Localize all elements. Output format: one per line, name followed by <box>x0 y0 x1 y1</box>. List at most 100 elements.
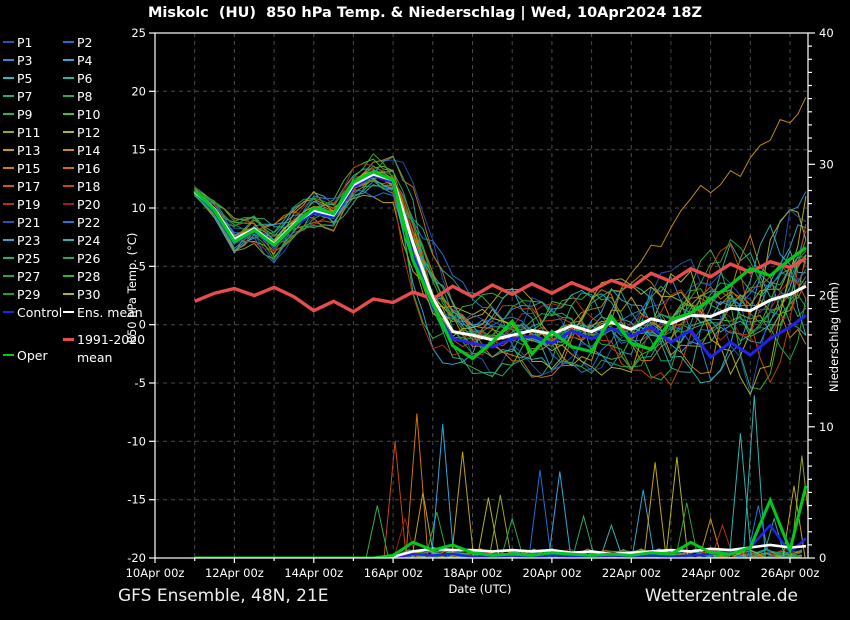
legend-label-p25: P25 <box>17 250 41 266</box>
legend-label-p3: P3 <box>17 52 33 68</box>
legend-item-p3: P3 <box>3 52 33 68</box>
legend-swatch-p3 <box>3 59 14 61</box>
legend-label-p21: P21 <box>17 214 41 230</box>
legend-swatch-p14 <box>63 149 74 151</box>
legend-label-p4: P4 <box>77 52 93 68</box>
svg-text:20: 20 <box>819 289 834 303</box>
svg-text:-10: -10 <box>127 434 146 448</box>
footer-brand: Wetterzentrale.de <box>644 586 798 606</box>
legend-swatch-p11 <box>3 131 14 133</box>
svg-text:26Apr 00z: 26Apr 00z <box>761 566 820 580</box>
legend-item-p30: P30 <box>63 286 100 302</box>
legend-label-p24: P24 <box>77 232 101 248</box>
legend-swatch-p16 <box>63 167 74 169</box>
legend-item-p21: P21 <box>3 214 40 230</box>
legend-swatch-p30 <box>63 293 74 295</box>
legend-item-oper: Oper <box>3 347 48 363</box>
legend-item-p8: P8 <box>63 88 93 104</box>
legend-item-p24: P24 <box>63 232 100 248</box>
legend-swatch-p8 <box>63 95 74 97</box>
legend-label-p17: P17 <box>17 178 41 194</box>
svg-text:15: 15 <box>131 143 146 157</box>
svg-text:20Apr 00z: 20Apr 00z <box>522 566 581 580</box>
legend-swatch-p18 <box>63 185 74 187</box>
legend-item-p9: P9 <box>3 106 33 122</box>
svg-text:10: 10 <box>131 201 146 215</box>
legend-item-control: Control <box>3 304 62 320</box>
legend-label-control: Control <box>17 304 63 320</box>
legend-swatch-p12 <box>63 131 74 133</box>
legend-label-p15: P15 <box>17 160 41 176</box>
legend-label-p18: P18 <box>77 178 101 194</box>
svg-text:5: 5 <box>139 259 146 273</box>
legend-swatch-p2 <box>63 41 74 43</box>
footer-model-info: GFS Ensemble, 48N, 21E <box>118 586 329 606</box>
svg-text:10Apr 00z: 10Apr 00z <box>126 566 185 580</box>
legend-swatch-p22 <box>63 221 74 223</box>
legend-swatch-p7 <box>3 95 14 97</box>
legend-item-p20: P20 <box>63 196 100 212</box>
legend-swatch-ens-mean <box>63 311 74 313</box>
legend-label-p6: P6 <box>77 70 93 86</box>
legend-swatch-control <box>3 311 14 313</box>
x-axis-label: Date (UTC) <box>448 582 512 596</box>
legend-label-p9: P9 <box>17 106 33 122</box>
legend-label-p19: P19 <box>17 196 41 212</box>
legend-item-p19: P19 <box>3 196 40 212</box>
legend-item-p7: P7 <box>3 88 33 104</box>
legend-label-p20: P20 <box>77 196 101 212</box>
legend-swatch-p1 <box>3 41 14 43</box>
legend-swatch-p28 <box>63 275 74 277</box>
legend-label-climate-mean: 1991-2020 <box>77 331 146 347</box>
legend-label-climate-mean-line2: mean <box>77 349 113 365</box>
svg-text:-15: -15 <box>127 493 146 507</box>
legend-swatch-p15 <box>3 167 14 169</box>
legend-item-p6: P6 <box>63 70 93 86</box>
svg-text:40: 40 <box>819 26 834 40</box>
legend-swatch-p27 <box>3 275 14 277</box>
legend-swatch-p25 <box>3 257 14 259</box>
legend-label-p11: P11 <box>17 124 41 140</box>
svg-text:22Apr 00z: 22Apr 00z <box>602 566 661 580</box>
legend-item-p25: P25 <box>3 250 40 266</box>
legend-swatch-p9 <box>3 113 14 115</box>
legend-item-p12: P12 <box>63 124 100 140</box>
legend-item-p4: P4 <box>63 52 93 68</box>
legend-swatch-p29 <box>3 293 14 295</box>
svg-text:25: 25 <box>131 26 146 40</box>
legend-item-p10: P10 <box>63 106 100 122</box>
legend-item-p11: P11 <box>3 124 40 140</box>
page-title: Miskolc (HU) 850 hPa Temp. & Niederschla… <box>147 5 703 21</box>
legend-label-p13: P13 <box>17 142 41 158</box>
legend-item-p13: P13 <box>3 142 40 158</box>
legend-swatch-p17 <box>3 185 14 187</box>
legend-item-p18: P18 <box>63 178 100 194</box>
legend-item-p26: P26 <box>63 250 100 266</box>
legend-item-p16: P16 <box>63 160 100 176</box>
legend-item-p5: P5 <box>3 70 33 86</box>
legend-item-p1: P1 <box>3 34 33 50</box>
y-axis-label-precipitation: Niederschlag (mm) <box>827 281 841 393</box>
legend-swatch-p13 <box>3 149 14 151</box>
legend-item-p15: P15 <box>3 160 40 176</box>
legend-item-p29: P29 <box>3 286 40 302</box>
legend-item-p27: P27 <box>3 268 40 284</box>
legend-label-p22: P22 <box>77 214 101 230</box>
svg-text:16Apr 00z: 16Apr 00z <box>364 566 423 580</box>
svg-text:20: 20 <box>131 84 146 98</box>
legend-item-p28: P28 <box>63 268 100 284</box>
svg-text:-5: -5 <box>135 376 146 390</box>
svg-text:10: 10 <box>819 420 834 434</box>
legend-label-p10: P10 <box>77 106 101 122</box>
legend-swatch-p19 <box>3 203 14 205</box>
legend-item-p22: P22 <box>63 214 100 230</box>
legend-swatch-p24 <box>63 239 74 241</box>
svg-text:12Apr 00z: 12Apr 00z <box>205 566 264 580</box>
legend-item-p17: P17 <box>3 178 40 194</box>
legend-swatch-p6 <box>63 77 74 79</box>
legend-swatch-p5 <box>3 77 14 79</box>
legend-item-ens-mean: Ens. mean <box>63 304 143 320</box>
legend-label-p29: P29 <box>17 286 41 302</box>
legend-item-climate-mean: 1991-2020 <box>63 331 145 347</box>
svg-text:-20: -20 <box>127 551 146 565</box>
